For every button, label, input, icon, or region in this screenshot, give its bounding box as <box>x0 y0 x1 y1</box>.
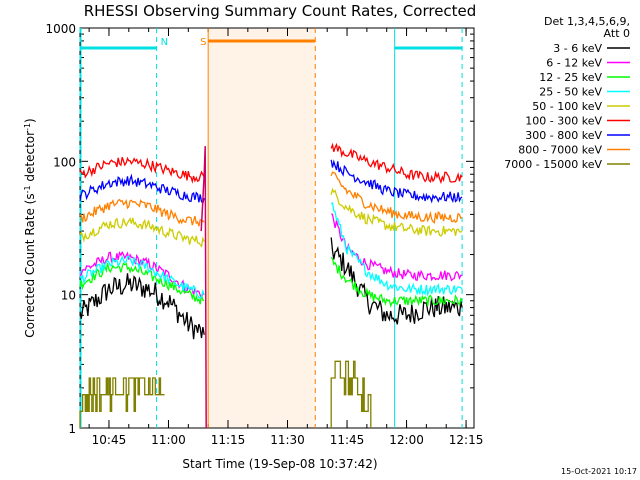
series-0-segment-0 <box>79 273 205 340</box>
y-tick-label: 10 <box>61 289 76 303</box>
series-3-segment-0 <box>79 255 205 299</box>
legend-label: 100 - 300 keV <box>525 115 602 128</box>
series-1-segment-0 <box>79 250 205 300</box>
chart-title: RHESSI Observing Summary Count Rates, Co… <box>84 2 477 20</box>
series-4-segment-1 <box>330 187 463 237</box>
footer-timestamp: 15-Oct-2021 10:17 <box>561 467 637 476</box>
plot-area: 1 10 100 1000 10:45 11:00 11:15 11:30 11:45 12:00… <box>45 22 483 447</box>
svg-text:Corrected Count Rate (s-1 dete: Corrected Count Rate (s-1 detector-1) <box>23 118 38 337</box>
y-axis-label-post: ) <box>23 118 37 123</box>
series-6-segment-0 <box>79 173 205 205</box>
series-6-segment-1 <box>330 159 463 204</box>
y-axis-label-mid: detector <box>23 131 37 186</box>
annotation-n: N <box>161 37 168 48</box>
x-tick-label: 12:00 <box>389 433 424 447</box>
series-8-segment-0 <box>79 377 165 428</box>
legend-header: Att 0 <box>604 27 630 40</box>
y-axis-label-pre: Corrected Count Rate (s <box>23 193 37 337</box>
series-7-segment-1 <box>330 171 463 225</box>
legend-label: 12 - 25 keV <box>539 71 602 84</box>
series-4-segment-0 <box>79 217 205 248</box>
y-tick-label: 1000 <box>45 22 76 36</box>
x-tick-label: 11:15 <box>211 433 246 447</box>
x-axis-label: Start Time (19-Sep-08 10:37:42) <box>182 457 377 471</box>
legend: Det 1,3,4,5,6,9,Att 03 - 6 keV 6 - 12 keV… <box>504 15 630 171</box>
series-7-segment-0 <box>79 198 205 227</box>
series-0-segment-1 <box>330 237 463 325</box>
legend-label: 300 - 800 keV <box>525 129 602 142</box>
legend-label: 6 - 12 keV <box>546 57 602 70</box>
legend-label: 25 - 50 keV <box>539 86 602 99</box>
x-tick-label: 11:00 <box>151 433 186 447</box>
saa-region-0 <box>208 28 316 428</box>
y-tick-label: 1 <box>68 422 76 436</box>
y-tick-label: 100 <box>53 155 76 169</box>
x-tick-label: 12:15 <box>449 433 484 447</box>
series-3-segment-1 <box>330 202 463 297</box>
annotation-s: S <box>200 37 206 48</box>
legend-label: 7000 - 15000 keV <box>504 158 602 171</box>
x-tick-label: 10:45 <box>92 433 127 447</box>
legend-label: 3 - 6 keV <box>553 42 602 55</box>
series-2-segment-1 <box>330 256 463 308</box>
y-axis-label-sup2: -1 <box>23 123 32 131</box>
x-tick-label: 11:45 <box>330 433 365 447</box>
series-5-segment-1 <box>330 142 463 185</box>
series-8-segment-1 <box>330 360 372 428</box>
y-axis-label-sup1: -1 <box>23 185 32 193</box>
x-tick-label: 11:30 <box>270 433 305 447</box>
legend-label: 50 - 100 keV <box>532 100 602 113</box>
y-axis-label: Corrected Count Rate (s-1 detector-1) <box>23 118 38 337</box>
series-5-segment-0 <box>79 156 205 184</box>
legend-header: Det 1,3,4,5,6,9, <box>544 15 630 28</box>
spike-trace <box>200 146 207 429</box>
legend-label: 800 - 7000 keV <box>518 144 602 157</box>
